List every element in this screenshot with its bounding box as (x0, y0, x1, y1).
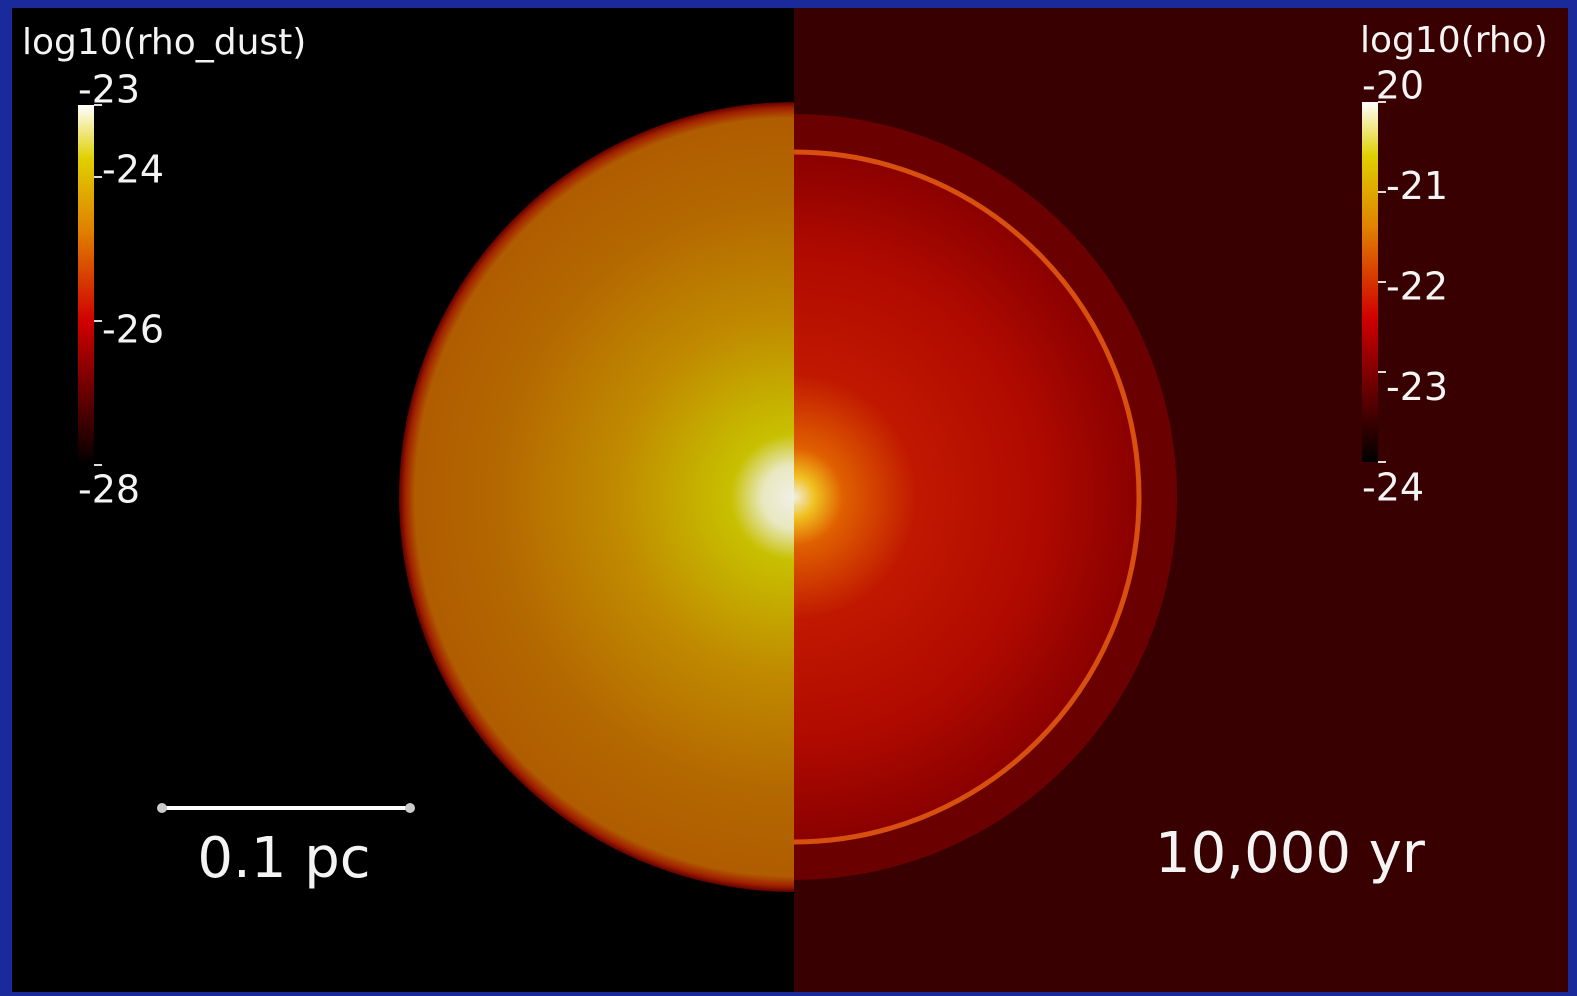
colorbar-title: log10(rho_dust) (22, 22, 306, 63)
colorbar-tick-label: -21 (1386, 164, 1448, 208)
colorbar-tick-label: -26 (102, 308, 164, 352)
colorbar-tick-label: -24 (1362, 466, 1424, 510)
render-view: 0.1 pc 10,000 yr log10(rho_dust) log10(r… (0, 0, 1577, 992)
scale-bar-end (157, 803, 167, 813)
colorbar-tick-label: -22 (1386, 265, 1448, 309)
scale-bar-end (405, 803, 415, 813)
colorbar-tick-label: -20 (1362, 64, 1424, 108)
colorbar-tick-label: -28 (78, 468, 140, 512)
colorbar-tick-label: -24 (102, 148, 164, 192)
colorbar-tick-label: -23 (78, 68, 140, 112)
time-label: 10,000 yr (1155, 821, 1426, 886)
colorbar (1362, 102, 1378, 462)
colorbar-tick-label: -23 (1386, 365, 1448, 409)
colorbar-title: log10(rho) (1360, 20, 1548, 61)
scale-bar-label: 0.1 pc (197, 826, 370, 891)
colorbar (78, 105, 94, 465)
